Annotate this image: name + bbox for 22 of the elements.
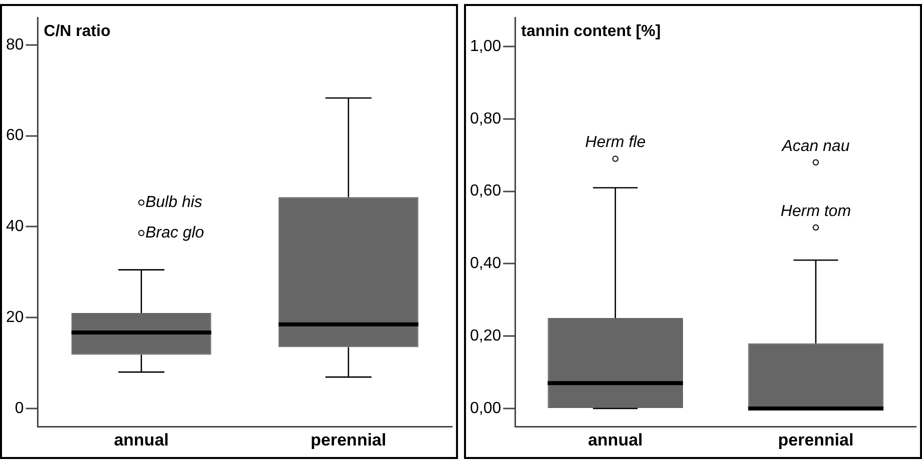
x-tick-label: perennial <box>778 430 854 450</box>
y-tick-label: 0,40 <box>470 255 502 272</box>
y-tick-label: 80 <box>6 36 24 54</box>
y-tick-label: 0,80 <box>470 110 502 128</box>
chart-title: tannin content [%] <box>521 23 661 40</box>
annotation: Acan nau <box>780 138 850 155</box>
x-tick-label: perennial <box>310 430 386 450</box>
y-tick-label: 0,20 <box>470 328 502 345</box>
y-tick-label: 60 <box>6 127 24 144</box>
annotation: Herm tom <box>780 202 851 220</box>
annotation: Brac glo <box>145 224 204 242</box>
x-tick-label: annual <box>588 430 643 450</box>
annotation: Bulb his <box>145 194 202 212</box>
y-tick-label: 1,00 <box>470 38 502 55</box>
y-tick-label: 0,00 <box>470 400 502 417</box>
y-tick-label: 0 <box>14 400 24 417</box>
x-tick-label: annual <box>114 430 169 450</box>
y-tick-label: 0,60 <box>470 182 502 200</box>
y-tick-label: 40 <box>6 218 24 236</box>
annotation: Herm fle <box>585 134 646 152</box>
chart-title: C/N ratio <box>44 23 111 40</box>
y-tick-label: 20 <box>6 308 24 326</box>
